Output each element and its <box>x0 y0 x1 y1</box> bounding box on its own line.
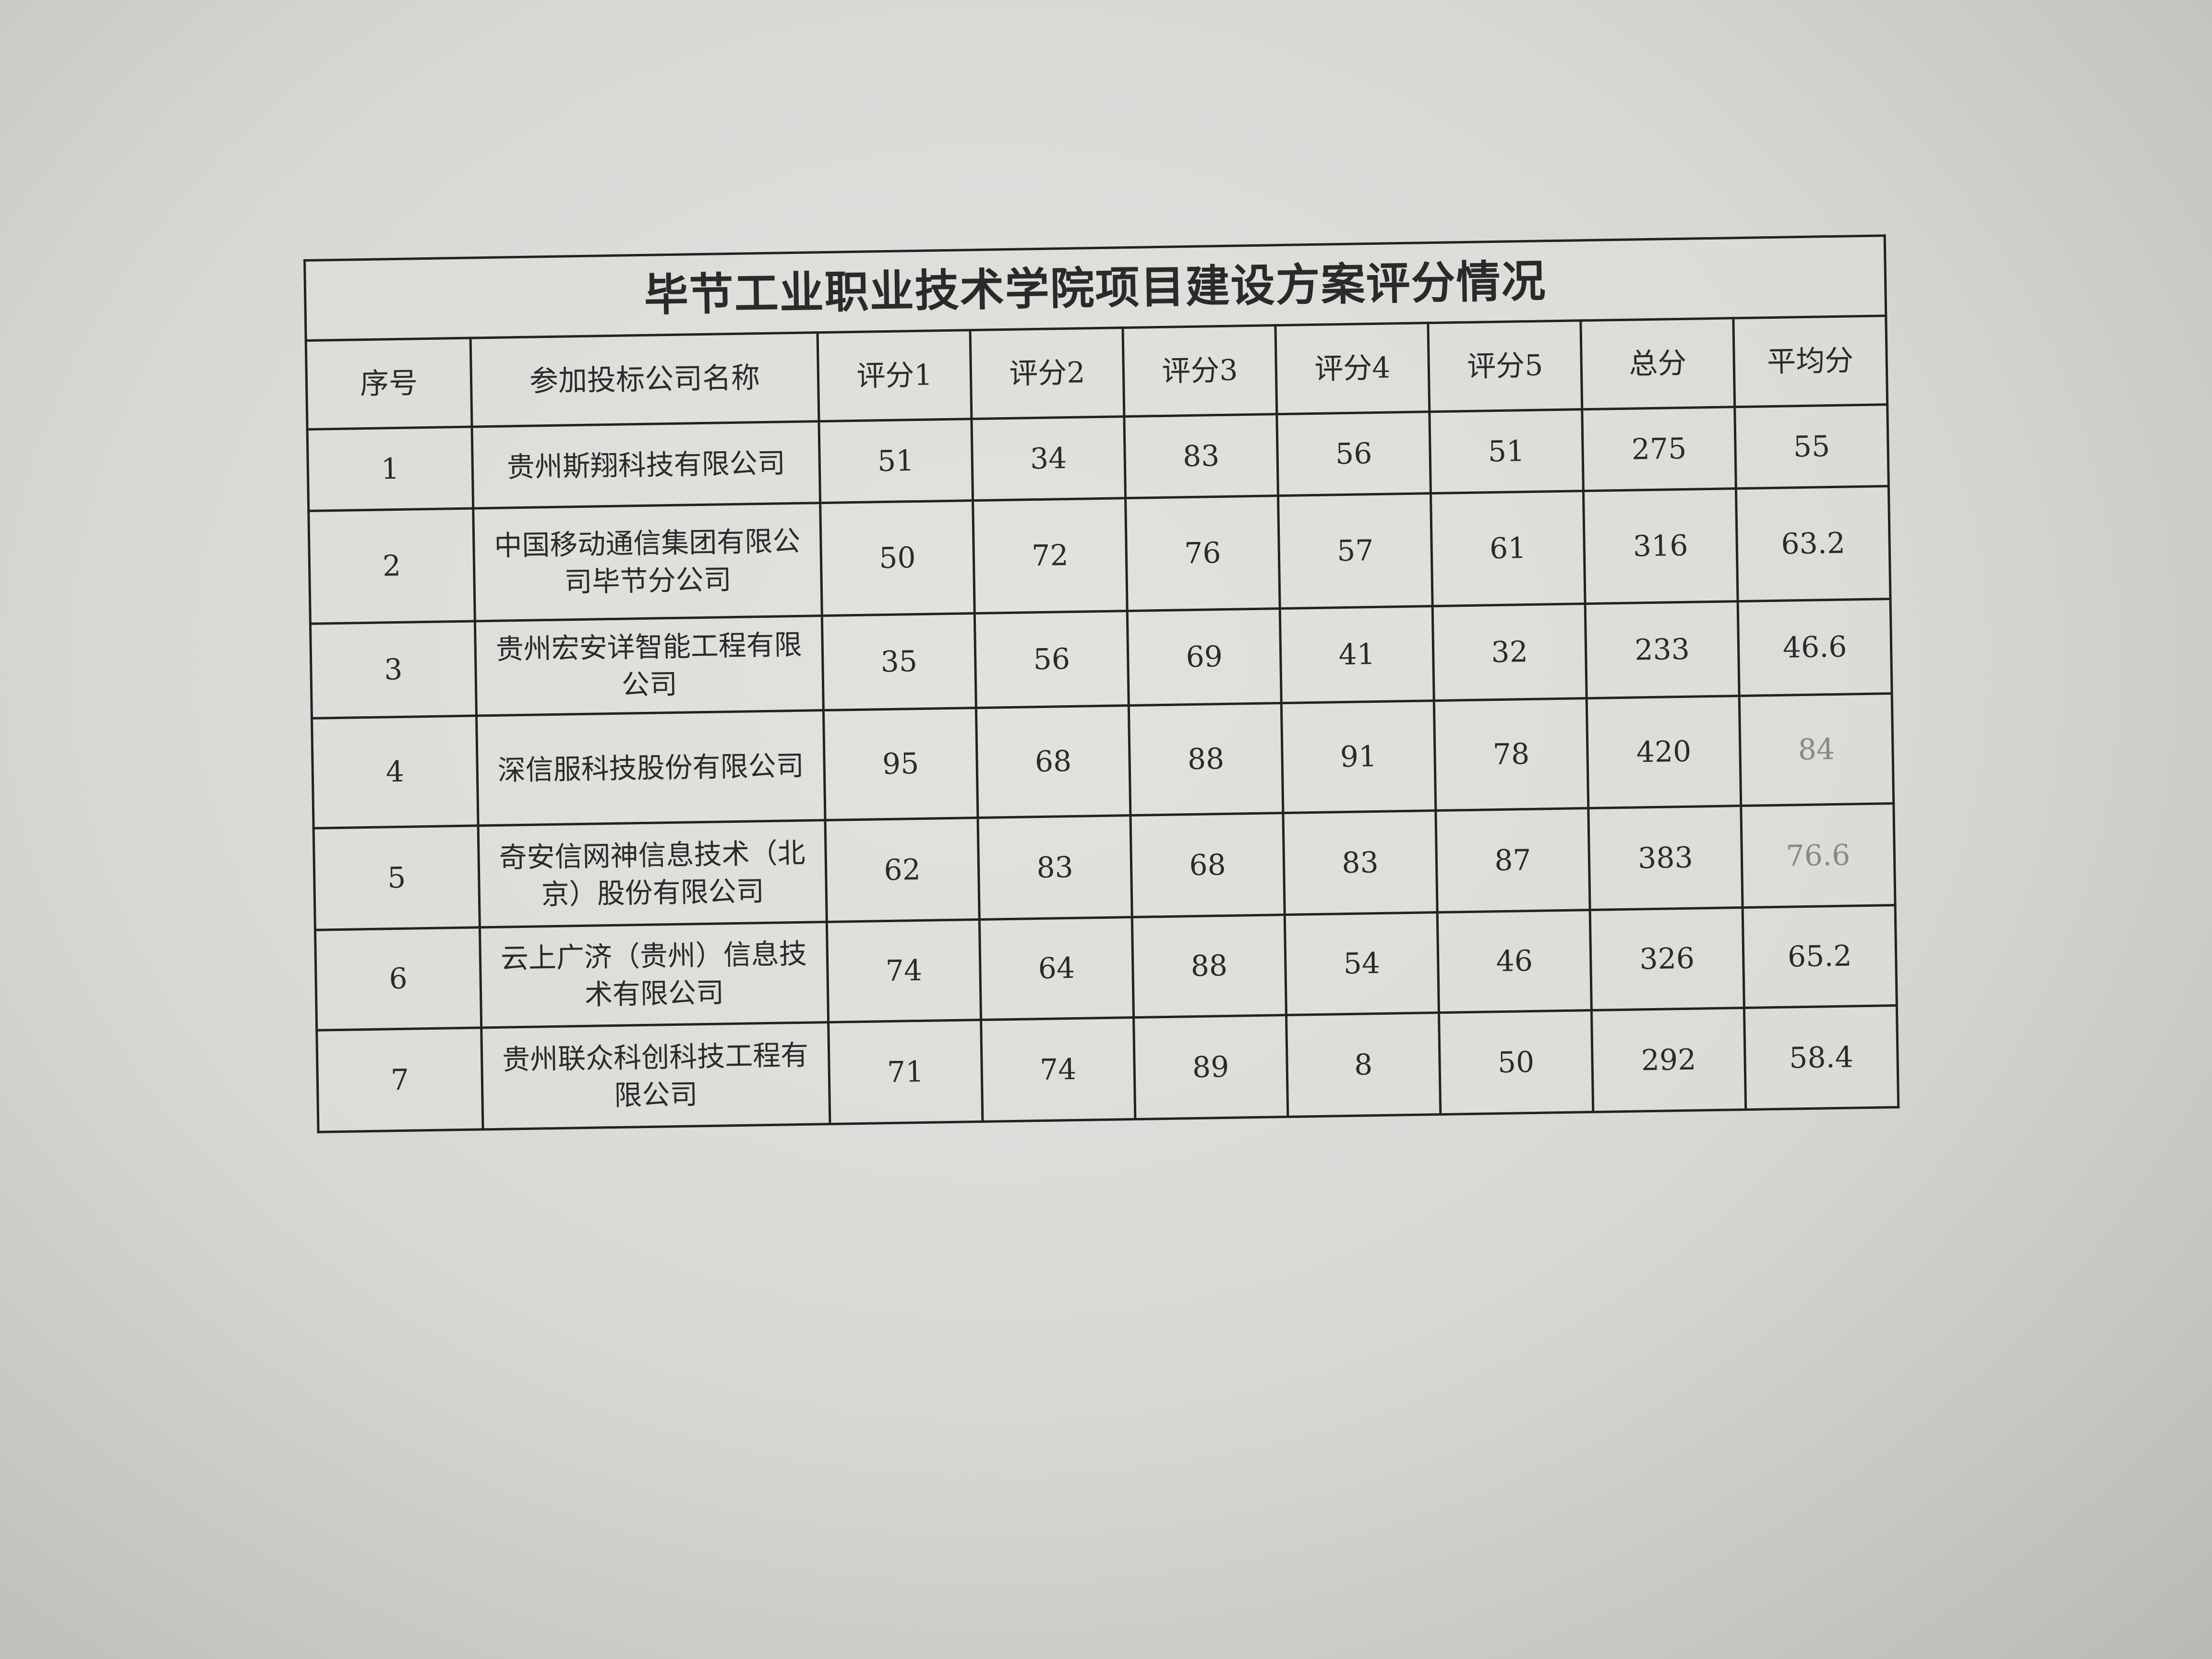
cell-no: 1 <box>307 427 473 511</box>
cell-company: 云上广济（贵州）信息技术有限公司 <box>480 922 829 1028</box>
header-company: 参加投标公司名称 <box>470 332 819 427</box>
cell-total: 326 <box>1590 907 1744 1010</box>
cell-s5: 32 <box>1432 603 1587 701</box>
cell-company: 贵州宏安详智能工程有限公司 <box>475 615 824 716</box>
cell-no: 7 <box>316 1027 483 1132</box>
cell-s1: 50 <box>820 500 975 616</box>
cell-s3: 83 <box>1124 414 1278 498</box>
header-score5: 评分5 <box>1428 320 1582 412</box>
cell-s5: 46 <box>1437 910 1592 1013</box>
cell-s3: 69 <box>1127 608 1282 706</box>
cell-s4: 41 <box>1280 606 1434 703</box>
cell-avg: 76.6 <box>1741 803 1896 908</box>
cell-total: 316 <box>1583 488 1738 604</box>
cell-no: 4 <box>312 715 479 829</box>
cell-s1: 62 <box>825 817 980 922</box>
cell-avg: 55 <box>1734 404 1889 489</box>
cell-s1: 95 <box>823 708 978 820</box>
score-document: 毕节工业职业技术学院项目建设方案评分情况 序号 参加投标公司名称 评分1 评分2… <box>303 234 1900 1133</box>
cell-s4: 91 <box>1281 700 1436 813</box>
cell-no: 2 <box>308 508 475 624</box>
cell-s5: 51 <box>1429 409 1584 493</box>
cell-avg: 65.2 <box>1743 905 1897 1008</box>
cell-total: 275 <box>1582 407 1736 491</box>
header-no: 序号 <box>306 338 472 430</box>
cell-s5: 50 <box>1439 1010 1593 1115</box>
header-average: 平均分 <box>1733 315 1887 407</box>
cell-s5: 61 <box>1431 491 1586 606</box>
cell-company: 贵州斯翔科技有限公司 <box>472 421 820 509</box>
cell-avg: 63.2 <box>1736 486 1891 601</box>
cell-s3: 68 <box>1130 813 1285 917</box>
cell-s4: 57 <box>1278 493 1433 609</box>
cell-s1: 35 <box>822 613 976 710</box>
cell-total: 420 <box>1587 696 1741 808</box>
cell-total: 383 <box>1588 805 1743 910</box>
cell-s2: 83 <box>977 815 1132 920</box>
header-score4: 评分4 <box>1275 323 1430 414</box>
cell-s4: 83 <box>1283 810 1438 915</box>
cell-s2: 72 <box>973 498 1128 613</box>
cell-total: 233 <box>1585 601 1740 698</box>
cell-s3: 88 <box>1132 914 1286 1018</box>
cell-total: 292 <box>1591 1008 1746 1112</box>
cell-no: 5 <box>313 825 480 930</box>
cell-s1: 74 <box>827 919 981 1022</box>
cell-s2: 68 <box>976 705 1130 818</box>
cell-company: 奇安信网神信息技术（北京）股份有限公司 <box>478 820 827 927</box>
cell-avg: 46.6 <box>1738 599 1892 696</box>
cell-s3: 76 <box>1125 495 1280 611</box>
cell-s2: 34 <box>971 416 1126 501</box>
cell-s5: 78 <box>1434 698 1588 811</box>
header-score3: 评分3 <box>1122 325 1277 417</box>
cell-avg: 58.4 <box>1744 1005 1899 1110</box>
cell-company: 中国移动通信集团有限公司毕节分公司 <box>473 503 822 621</box>
cell-no: 6 <box>315 927 481 1031</box>
cell-avg: 84 <box>1739 693 1894 806</box>
cell-s3: 89 <box>1133 1015 1288 1119</box>
cell-company: 深信服科技股份有限公司 <box>476 710 825 826</box>
cell-s2: 56 <box>974 611 1129 708</box>
cell-s4: 56 <box>1276 411 1431 496</box>
cell-s2: 64 <box>979 917 1134 1020</box>
cell-s1: 71 <box>828 1020 983 1124</box>
cell-s2: 74 <box>981 1017 1135 1122</box>
header-score2: 评分2 <box>970 327 1124 419</box>
cell-s5: 87 <box>1435 808 1590 913</box>
header-score1: 评分1 <box>817 330 972 421</box>
cell-company: 贵州联众科创科技工程有限公司 <box>481 1022 830 1130</box>
cell-s3: 88 <box>1129 703 1283 816</box>
cell-s4: 54 <box>1285 912 1439 1015</box>
score-table: 毕节工业职业技术学院项目建设方案评分情况 序号 参加投标公司名称 评分1 评分2… <box>303 234 1900 1133</box>
cell-no: 3 <box>310 621 477 719</box>
cell-s1: 51 <box>818 419 973 503</box>
header-total: 总分 <box>1580 318 1735 409</box>
cell-s4: 8 <box>1286 1012 1441 1117</box>
